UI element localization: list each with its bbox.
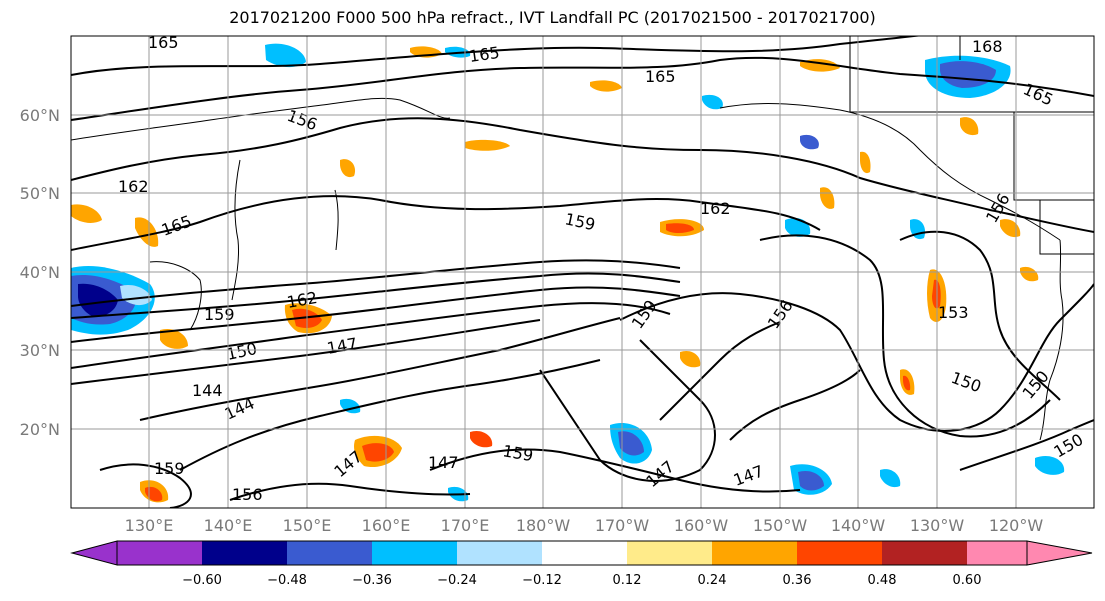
- colorbar-segment: [287, 541, 372, 565]
- contour-label: 159: [154, 459, 185, 478]
- contour-label: 147: [428, 453, 459, 472]
- colorbar-tick: −0.24: [437, 573, 477, 588]
- colorbar-segment: [457, 541, 542, 565]
- lat-label: 50°N: [20, 184, 60, 203]
- longitude-labels: 130°E 140°E 150°E 160°E 170°E 180°W 170°…: [125, 516, 1044, 535]
- colorbar-tick: −0.48: [267, 573, 307, 588]
- lon-label: 180°W: [516, 516, 571, 535]
- contour-label: 156: [232, 485, 263, 504]
- colorbar-segment: [542, 541, 627, 565]
- graticule: [71, 36, 1094, 508]
- colorbar-segment: [967, 541, 1027, 565]
- colorbar-segment: [372, 541, 457, 565]
- colorbar-segment: [627, 541, 712, 565]
- colorbar: −0.60 −0.48 −0.36 −0.24 −0.12 0.12 0.24 …: [70, 540, 1093, 588]
- lon-label: 170°W: [595, 516, 650, 535]
- negative-anomaly-patches: [71, 43, 1065, 502]
- colorbar-tick: −0.36: [352, 573, 392, 588]
- lon-label: 130°E: [125, 516, 174, 535]
- lon-label: 170°E: [441, 516, 490, 535]
- colorbar-segment: [202, 541, 287, 565]
- contour-label: 162: [118, 177, 149, 196]
- lon-label: 150°E: [283, 516, 332, 535]
- refractivity-contours: [71, 36, 1094, 508]
- colorbar-segment: [882, 541, 967, 565]
- contour-label: 165: [468, 43, 501, 66]
- lon-label: 130°W: [910, 516, 965, 535]
- contour-label: 144: [192, 381, 223, 400]
- colorbar-tick: 0.24: [698, 573, 727, 588]
- map-frame: [70, 35, 1095, 509]
- colorbar-segment: [797, 541, 882, 565]
- colorbar-tick: −0.12: [522, 573, 562, 588]
- colorbar-tick: 0.60: [953, 573, 982, 588]
- contour-label: 165: [645, 67, 676, 86]
- lat-label: 20°N: [20, 420, 60, 439]
- lon-label: 140°W: [831, 516, 886, 535]
- contour-label: 168: [972, 37, 1003, 56]
- latitude-labels: 60°N 50°N 40°N 30°N 20°N: [20, 106, 60, 439]
- colorbar-segment: [117, 541, 202, 565]
- contour-label: 159: [204, 305, 235, 324]
- contour-label: 165: [148, 33, 179, 52]
- colorbar-over-arrow: [1026, 540, 1093, 566]
- coastlines: [71, 36, 1094, 441]
- contour-label: 162: [700, 199, 731, 218]
- lon-label: 150°W: [753, 516, 808, 535]
- map-title: 2017021200 F000 500 hPa refract., IVT La…: [229, 8, 876, 27]
- contour-label: 153: [938, 303, 969, 322]
- colorbar-tick: 0.12: [613, 573, 642, 588]
- lat-label: 30°N: [20, 341, 60, 360]
- lon-label: 160°W: [674, 516, 729, 535]
- lon-label: 140°E: [204, 516, 253, 535]
- lat-label: 60°N: [20, 106, 60, 125]
- colorbar-tick: −0.60: [182, 573, 222, 588]
- lon-label: 160°E: [362, 516, 411, 535]
- colorbar-tick: 0.48: [868, 573, 897, 588]
- colorbar-tick: 0.36: [783, 573, 812, 588]
- colorbar-under-arrow: [70, 540, 118, 566]
- lat-label: 40°N: [20, 263, 60, 282]
- lon-label: 120°W: [989, 516, 1044, 535]
- colorbar-segment: [712, 541, 797, 565]
